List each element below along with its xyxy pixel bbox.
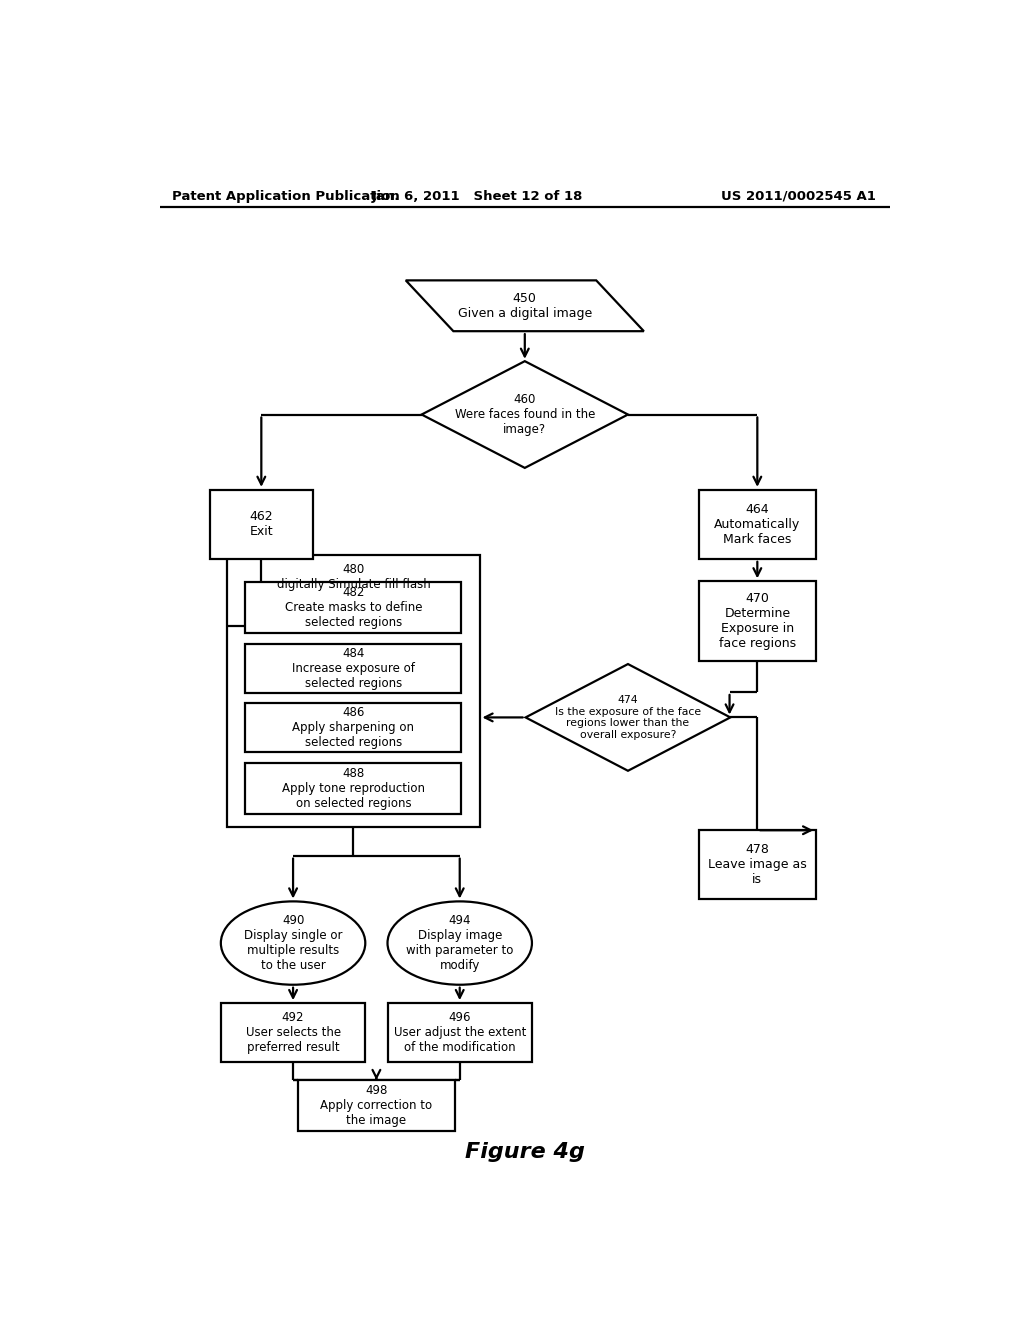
Bar <box>298 1080 455 1131</box>
Text: US 2011/0002545 A1: US 2011/0002545 A1 <box>721 190 876 202</box>
Bar <box>698 490 816 558</box>
Ellipse shape <box>387 902 531 985</box>
Bar <box>246 704 461 752</box>
Bar <box>221 1003 366 1063</box>
Polygon shape <box>406 280 644 331</box>
Text: 482
Create masks to define
selected regions: 482 Create masks to define selected regi… <box>285 586 422 630</box>
Text: 450
Given a digital image: 450 Given a digital image <box>458 292 592 319</box>
Bar <box>227 554 479 828</box>
Polygon shape <box>422 362 628 467</box>
Bar <box>246 763 461 814</box>
Text: Figure 4g: Figure 4g <box>465 1142 585 1163</box>
Text: Jan. 6, 2011   Sheet 12 of 18: Jan. 6, 2011 Sheet 12 of 18 <box>372 190 583 202</box>
Bar <box>210 490 313 558</box>
Polygon shape <box>525 664 730 771</box>
Text: 486
Apply sharpening on
selected regions: 486 Apply sharpening on selected regions <box>293 706 415 748</box>
Text: 484
Increase exposure of
selected regions: 484 Increase exposure of selected region… <box>292 647 415 690</box>
Text: 496
User adjust the extent
of the modification: 496 User adjust the extent of the modifi… <box>393 1011 526 1053</box>
Text: Patent Application Publication: Patent Application Publication <box>172 190 399 202</box>
Text: 480
digitally Simulate fill flash: 480 digitally Simulate fill flash <box>276 564 430 591</box>
Text: 464
Automatically
Mark faces: 464 Automatically Mark faces <box>714 503 801 545</box>
Bar <box>698 830 816 899</box>
Bar <box>387 1003 531 1063</box>
Text: 478
Leave image as
is: 478 Leave image as is <box>708 843 807 886</box>
Text: 488
Apply tone reproduction
on selected regions: 488 Apply tone reproduction on selected … <box>282 767 425 810</box>
Text: 462
Exit: 462 Exit <box>250 511 273 539</box>
Bar <box>698 581 816 660</box>
Text: 460
Were faces found in the
image?: 460 Were faces found in the image? <box>455 393 595 436</box>
Ellipse shape <box>221 902 366 985</box>
Bar <box>246 582 461 634</box>
Text: 470
Determine
Exposure in
face regions: 470 Determine Exposure in face regions <box>719 591 796 649</box>
Text: 474
Is the exposure of the face
regions lower than the
overall exposure?: 474 Is the exposure of the face regions … <box>555 696 701 739</box>
Text: 498
Apply correction to
the image: 498 Apply correction to the image <box>321 1084 432 1127</box>
Bar <box>246 644 461 693</box>
Text: 492
User selects the
preferred result: 492 User selects the preferred result <box>246 1011 341 1053</box>
Text: 490
Display single or
multiple results
to the user: 490 Display single or multiple results t… <box>244 913 342 972</box>
Text: 494
Display image
with parameter to
modify: 494 Display image with parameter to modi… <box>407 913 513 972</box>
